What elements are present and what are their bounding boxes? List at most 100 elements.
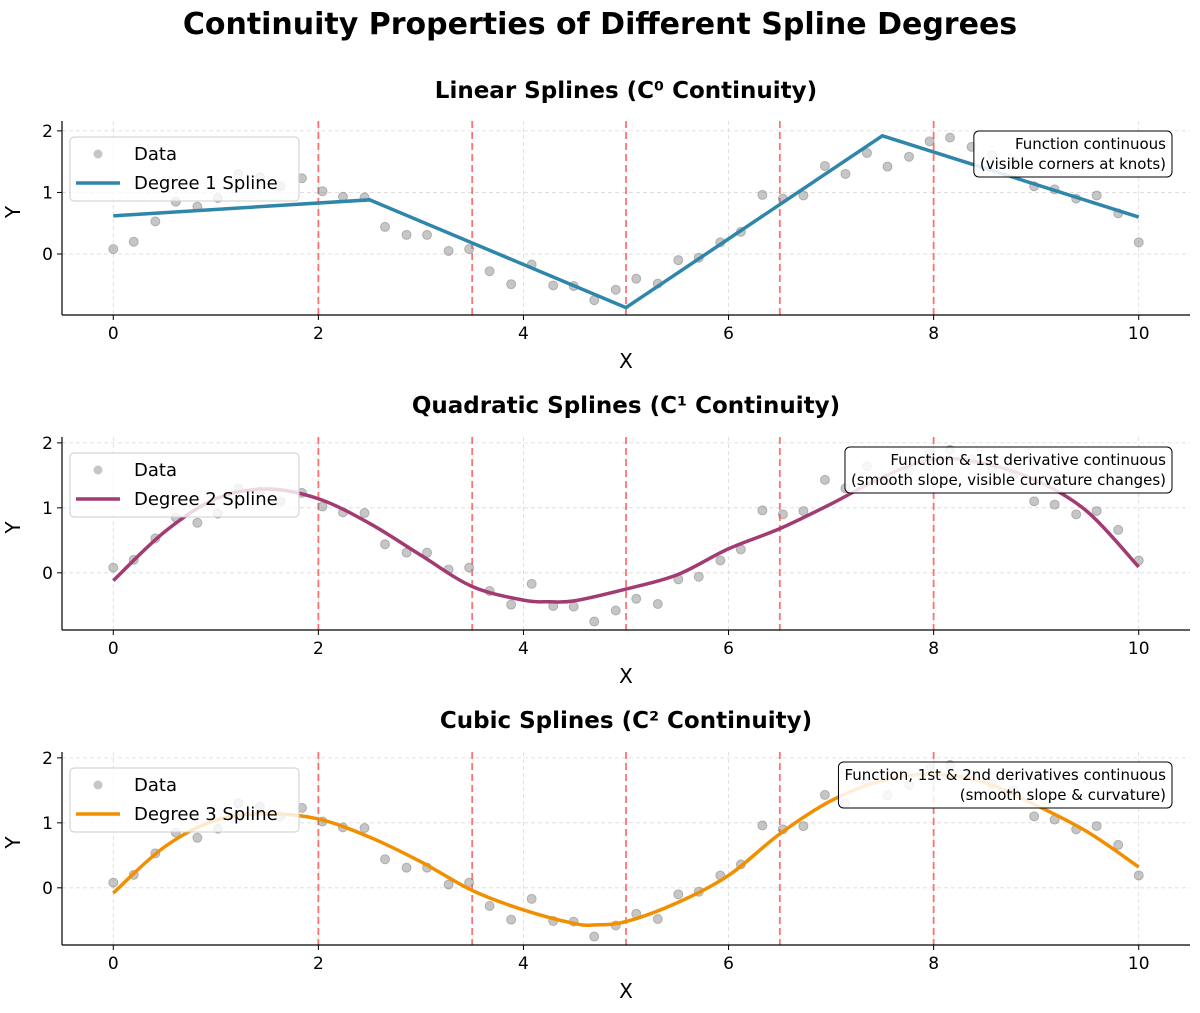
data-point bbox=[108, 877, 119, 888]
data-point bbox=[589, 616, 600, 627]
subplot-title: Cubic Splines (C² Continuity) bbox=[440, 708, 812, 734]
x-tick-label: 10 bbox=[1128, 639, 1150, 659]
data-point bbox=[1091, 821, 1102, 832]
annotation: Function & 1st derivative continuous (smo… bbox=[844, 446, 1173, 494]
legend-marker-data bbox=[93, 780, 103, 790]
x-tick-label: 10 bbox=[1128, 324, 1150, 344]
subplot-3: Cubic Splines (C² Continuity) 0 2 4 6 8 10 0 1 2 X… bbox=[1, 708, 1190, 1003]
x-tick-label: 6 bbox=[723, 639, 734, 659]
x-tick-label: 0 bbox=[108, 639, 119, 659]
data-point bbox=[757, 820, 768, 831]
data-point bbox=[1091, 190, 1102, 201]
data-point bbox=[631, 593, 642, 604]
x-tick-label: 10 bbox=[1128, 954, 1150, 974]
x-tick-label: 0 bbox=[108, 954, 119, 974]
data-point bbox=[422, 229, 433, 240]
y-axis-label: Y bbox=[1, 836, 25, 850]
data-point bbox=[861, 148, 872, 159]
data-point bbox=[359, 508, 370, 519]
annotation: Function continuous (visible corners at k… bbox=[973, 130, 1173, 178]
data-point bbox=[317, 501, 328, 512]
legend: Data Degree 3 Spline bbox=[69, 767, 300, 833]
x-tick-label: 4 bbox=[518, 324, 529, 344]
data-point bbox=[1113, 524, 1124, 535]
annotation-line-2: (smooth slope & curvature) bbox=[960, 786, 1166, 804]
data-point bbox=[798, 190, 809, 201]
annotation-line-2: (smooth slope, visible curvature changes… bbox=[851, 471, 1166, 489]
data-point bbox=[192, 832, 203, 843]
data-point bbox=[108, 244, 119, 255]
data-point bbox=[715, 555, 726, 566]
data-point bbox=[924, 136, 935, 147]
data-point bbox=[840, 168, 851, 179]
y-tick-label: 0 bbox=[42, 245, 53, 265]
annotation-box bbox=[844, 446, 1173, 494]
data-point bbox=[380, 221, 391, 232]
data-point bbox=[401, 862, 412, 873]
data-point bbox=[359, 823, 370, 834]
data-point bbox=[380, 539, 391, 550]
data-point bbox=[819, 160, 830, 171]
x-tick-label: 2 bbox=[313, 639, 324, 659]
data-point bbox=[1113, 839, 1124, 850]
data-point bbox=[1091, 506, 1102, 517]
y-axis-label: Y bbox=[1, 521, 25, 535]
spline-line bbox=[113, 133, 1140, 310]
subplot-2: Quadratic Splines (C¹ Continuity) 0 2 4 6 8 10… bbox=[1, 393, 1190, 688]
data-point bbox=[464, 562, 475, 573]
data-point bbox=[631, 273, 642, 284]
y-axis-label: Y bbox=[1, 205, 25, 219]
x-tick-label: 0 bbox=[108, 324, 119, 344]
x-axis-label: X bbox=[619, 979, 633, 1003]
data-point bbox=[526, 893, 537, 904]
legend-box bbox=[69, 452, 300, 518]
data-point bbox=[108, 562, 119, 573]
data-point bbox=[548, 280, 559, 291]
legend-label-data: Data bbox=[134, 144, 177, 165]
data-point bbox=[317, 186, 328, 197]
x-tick-label: 4 bbox=[518, 954, 529, 974]
annotation-line-1: Function continuous bbox=[1015, 135, 1166, 153]
data-point bbox=[1071, 509, 1082, 520]
y-tick-label: 2 bbox=[42, 749, 53, 769]
y-tick-label: 2 bbox=[42, 122, 53, 142]
data-point bbox=[610, 605, 621, 616]
legend-label-line: Degree 1 Spline bbox=[134, 173, 278, 194]
x-axis-label: X bbox=[619, 349, 633, 373]
legend-label-line: Degree 3 Spline bbox=[134, 804, 278, 825]
subplot-title: Linear Splines (C⁰ Continuity) bbox=[435, 78, 817, 104]
figure-title: Continuity Properties of Different Splin… bbox=[183, 7, 1017, 42]
annotation: Function, 1st & 2nd derivatives continuo… bbox=[837, 761, 1173, 809]
data-point bbox=[443, 245, 454, 256]
annotation-line-2: (visible corners at knots) bbox=[980, 155, 1166, 173]
legend: Data Degree 2 Spline bbox=[69, 452, 300, 518]
data-point bbox=[693, 571, 704, 582]
legend-box bbox=[69, 136, 300, 202]
data-point bbox=[1029, 811, 1040, 822]
x-tick-label: 2 bbox=[313, 324, 324, 344]
x-tick-label: 8 bbox=[928, 324, 939, 344]
x-tick-label: 6 bbox=[723, 954, 734, 974]
data-point bbox=[798, 506, 809, 517]
x-tick-label: 6 bbox=[723, 324, 734, 344]
x-tick-label: 4 bbox=[518, 639, 529, 659]
data-point bbox=[380, 854, 391, 865]
subplot-title: Quadratic Splines (C¹ Continuity) bbox=[412, 393, 840, 419]
legend-marker-data bbox=[93, 149, 103, 159]
data-point bbox=[128, 236, 139, 247]
data-point bbox=[464, 244, 475, 255]
x-tick-label: 2 bbox=[313, 954, 324, 974]
legend-box bbox=[69, 767, 300, 833]
subplot-1: Linear Splines (C⁰ Continuity) 0 2 4 6 8 10 0 1 2… bbox=[1, 78, 1190, 373]
annotation-box bbox=[973, 130, 1173, 178]
y-tick-label: 1 bbox=[42, 814, 53, 834]
legend-label-data: Data bbox=[134, 775, 177, 796]
legend-marker-data bbox=[93, 465, 103, 475]
data-point bbox=[443, 879, 454, 890]
annotation-box bbox=[837, 761, 1173, 809]
data-point bbox=[652, 599, 663, 610]
legend-label-data: Data bbox=[134, 460, 177, 481]
data-point bbox=[568, 601, 579, 612]
legend: Data Degree 1 Spline bbox=[69, 136, 300, 202]
x-tick-label: 8 bbox=[928, 639, 939, 659]
